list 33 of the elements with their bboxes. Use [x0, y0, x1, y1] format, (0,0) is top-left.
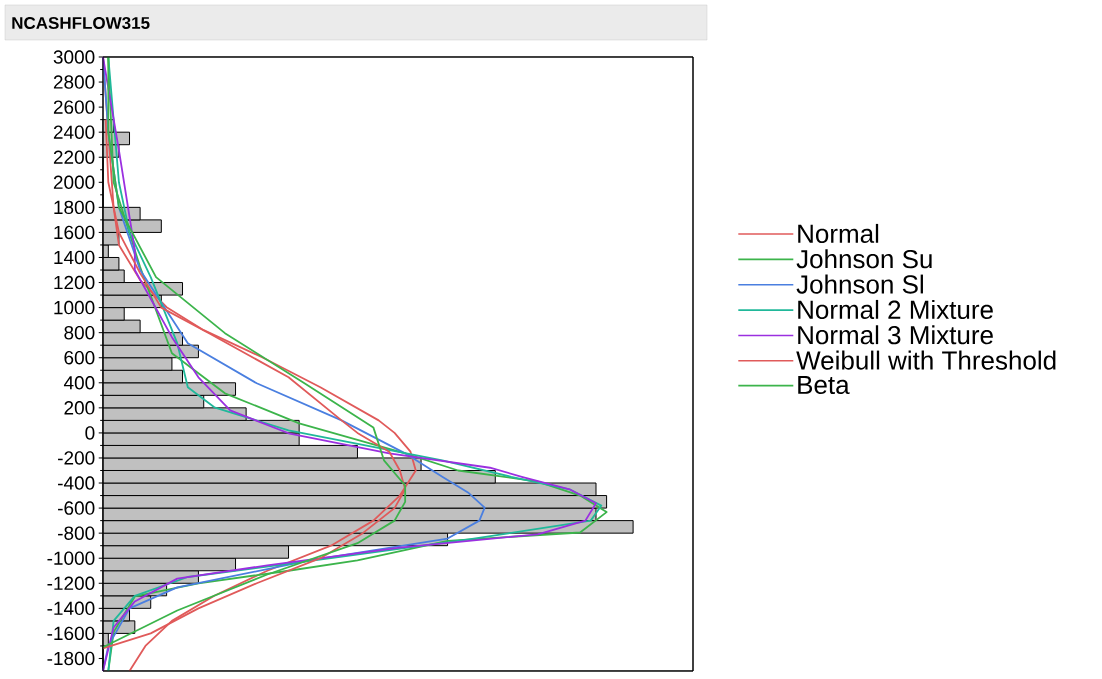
- legend-label: Johnson Su: [796, 249, 932, 269]
- y-tick-label: 2600: [53, 100, 95, 114]
- y-tick-label: -1400: [47, 601, 95, 616]
- y-tick-label: 1800: [54, 200, 95, 215]
- chart-title: NCASHFLOW315: [12, 16, 150, 30]
- y-tick-label: 200: [64, 401, 95, 415]
- legend-label: Normal: [798, 223, 879, 243]
- y-tick-label: -1200: [47, 576, 95, 590]
- y-tick-label: 800: [64, 325, 95, 340]
- y-tick-label: -800: [58, 526, 95, 540]
- y-tick-label: 2400: [53, 125, 95, 139]
- legend-label: Beta: [798, 375, 850, 395]
- y-tick-label: 2000: [53, 175, 95, 190]
- legend-label: Normal 3 Mixture: [798, 325, 993, 345]
- legend-label: Normal 2 Mixture: [798, 299, 993, 320]
- y-tick-label: 400: [63, 376, 95, 390]
- y-tick-label: -1800: [47, 651, 95, 666]
- y-tick-label: -400: [58, 476, 95, 490]
- y-tick-label: 1600: [54, 225, 95, 240]
- y-tick-label: 0: [85, 426, 95, 440]
- y-tick-label: 3000: [53, 50, 95, 64]
- y-tick-label: 1400: [54, 250, 95, 265]
- y-tick-label: 2200: [53, 150, 95, 164]
- y-tick-label: 2800: [53, 75, 95, 89]
- y-tick-label: -1000: [47, 551, 95, 565]
- y-tick-label: 1000: [54, 300, 95, 315]
- y-tick-label: 600: [64, 351, 95, 365]
- y-tick-label: 1200: [54, 275, 95, 290]
- y-tick-label: -200: [58, 451, 95, 465]
- legend-label: Weibull with Threshold: [796, 350, 1056, 370]
- y-tick-label: -1600: [47, 626, 95, 641]
- legend-label: Johnson Sl: [796, 274, 923, 294]
- y-tick-label: -600: [58, 501, 95, 515]
